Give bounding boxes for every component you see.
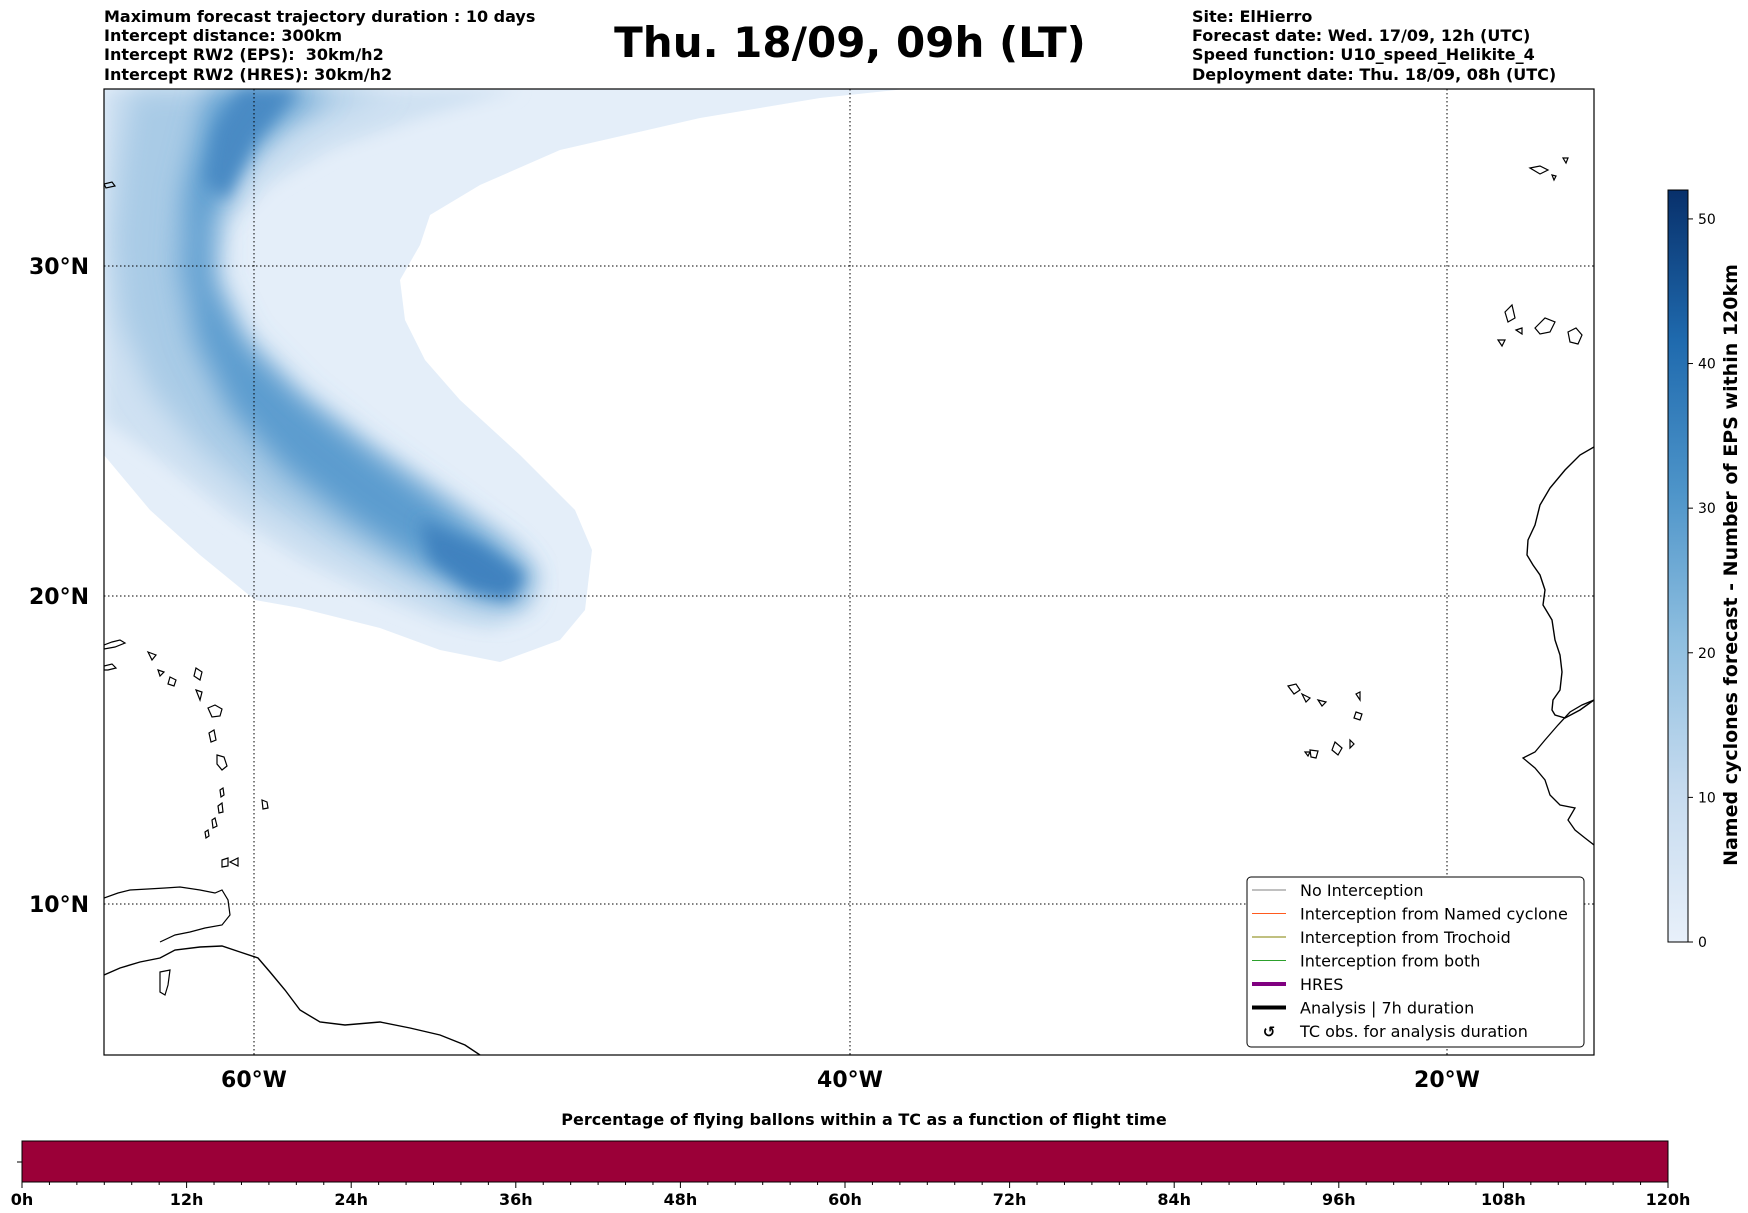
- bar-tick-label-0: 0h: [11, 1190, 34, 1209]
- lon-label-20w: 20°W: [1414, 1068, 1480, 1093]
- africa-coastline: [1526, 446, 1594, 719]
- bar-tick-label-9: 108h: [1481, 1190, 1526, 1209]
- south-america-coastline: [104, 945, 481, 1055]
- flight-time-bar-fill: [22, 1141, 1668, 1182]
- colorbar-label: Named cyclones forecast - Number of EPS …: [1720, 264, 1742, 866]
- bar-tick-label-7: 84h: [1157, 1190, 1191, 1209]
- header-left-info: Maximum forecast trajectory duration : 1…: [104, 7, 535, 84]
- flight-time-bar-title: Percentage of flying ballons within a TC…: [561, 1110, 1167, 1129]
- paria-peninsula: [104, 886, 231, 943]
- header-right-info: Site: ElHierro Forecast date: Wed. 17/09…: [1192, 7, 1556, 84]
- cyclone-density-max-north: [205, 89, 300, 200]
- west-africa-coastline: [1521, 699, 1594, 846]
- colorbar-tick-2: 20: [1698, 646, 1716, 662]
- header-intercept-eps: Intercept RW2 (EPS): 30km/h2: [104, 45, 384, 65]
- legend-label-2: Interception from Trochoid: [1300, 928, 1511, 947]
- lat-label-20n: 20°N: [29, 585, 89, 610]
- bar-tick-label-8: 96h: [1322, 1190, 1356, 1209]
- colorbar: 0 10 20 30 40 50 Named cyclones forecast - Nu…: [1667, 189, 1742, 951]
- colorbar-gradient: [1667, 189, 1689, 943]
- bar-tick-label-4: 48h: [664, 1190, 698, 1209]
- north-west-coast-fragment: [104, 181, 117, 189]
- lon-label-40w: 40°W: [817, 1068, 883, 1093]
- bar-tick-label-3: 36h: [499, 1190, 533, 1209]
- header-intercept-distance: Intercept distance: 300km: [104, 26, 343, 46]
- header-intercept-hres: Intercept RW2 (HRES): 30km/h2: [104, 64, 393, 84]
- bar-tick-label-2: 24h: [334, 1190, 368, 1209]
- legend-label-4: HRES: [1300, 975, 1343, 994]
- madeira-islands: [1528, 157, 1569, 182]
- lesser-antilles-islands: [159, 704, 269, 996]
- map-area: No Interception Interception from Named c…: [104, 89, 1594, 1055]
- colorbar-tick-5: 50: [1698, 212, 1716, 228]
- header-site: Site: ElHierro: [1192, 7, 1313, 26]
- legend-label-5: Analysis | 7h duration: [1300, 999, 1474, 1018]
- flight-time-bar: Percentage of flying ballons within a TC…: [11, 1110, 1691, 1209]
- map-frame: [103, 88, 1595, 1056]
- header-max-duration: Maximum forecast trajectory duration : 1…: [104, 7, 536, 26]
- header-speed-function: Speed function: U10_speed_Helikite_4: [1192, 45, 1535, 65]
- map-title: Thu. 18/09, 09h (LT): [614, 18, 1086, 67]
- colorbar-tick-0: 0: [1698, 935, 1707, 951]
- cape-verde-islands: [1286, 683, 1363, 759]
- bar-tick-label-5: 60h: [828, 1190, 862, 1209]
- puerto-rico-hispaniola: [104, 639, 203, 702]
- lat-label-10n: 10°N: [29, 893, 89, 918]
- legend-label-6: TC obs. for analysis duration: [1299, 1022, 1528, 1041]
- map-legend: No Interception Interception from Named c…: [1246, 876, 1585, 1048]
- colorbar-tick-1: 10: [1698, 790, 1716, 806]
- legend-tc-obs-icon: ↺: [1263, 1023, 1276, 1041]
- header-forecast-date: Forecast date: Wed. 17/09, 12h (UTC): [1192, 26, 1531, 46]
- legend-label-1: Interception from Named cyclone: [1300, 905, 1568, 924]
- colorbar-tick-4: 40: [1698, 357, 1716, 373]
- cyclone-density-max: [420, 520, 525, 600]
- lat-label-30n: 30°N: [29, 255, 89, 280]
- lon-label-60w: 60°W: [221, 1068, 287, 1093]
- header-deployment-date: Deployment date: Thu. 18/09, 08h (UTC): [1192, 64, 1557, 84]
- legend-label-3: Interception from both: [1300, 952, 1480, 971]
- legend-label-0: No Interception: [1300, 881, 1424, 900]
- bar-tick-label-10: 120h: [1646, 1190, 1691, 1209]
- bar-tick-label-1: 12h: [170, 1190, 204, 1209]
- bar-tick-label-6: 72h: [993, 1190, 1027, 1209]
- canary-islands: [1496, 303, 1583, 348]
- colorbar-tick-3: 30: [1698, 501, 1716, 517]
